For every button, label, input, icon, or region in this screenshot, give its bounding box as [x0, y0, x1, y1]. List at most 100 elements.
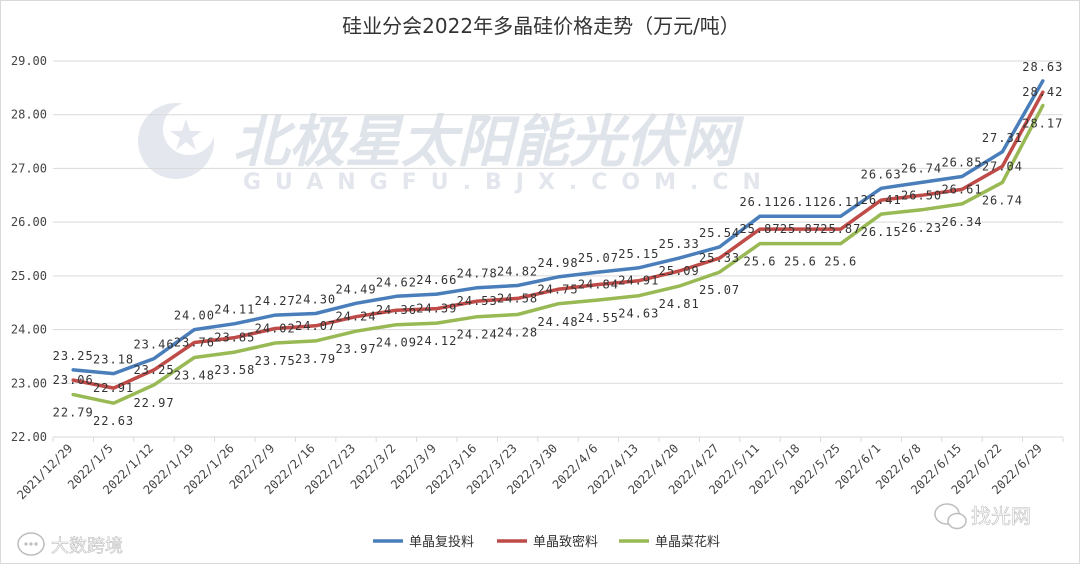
data-label: 26.85 [941, 155, 982, 169]
series-lines [71, 79, 1045, 405]
data-label: 23.48 [174, 369, 215, 383]
y-tick-label: 26.00 [11, 215, 47, 229]
data-label: 24.63 [618, 307, 659, 321]
data-label: 24.55 [578, 311, 619, 325]
series-line-1 [71, 79, 1045, 376]
data-label: 24.62 [376, 275, 417, 289]
data-label: 25.07 [578, 251, 619, 265]
data-label: 23.76 [174, 335, 215, 349]
data-label: 24.48 [537, 315, 578, 329]
data-label: 24.84 [578, 277, 619, 291]
y-tick-label: 25.00 [11, 269, 47, 283]
data-label: 26.15 [861, 225, 902, 239]
data-label: 25.6 [744, 255, 777, 269]
data-label: 26.61 [941, 182, 982, 196]
data-label: 26.63 [861, 167, 902, 181]
data-label: 24.11 [214, 303, 255, 317]
data-label: 25.07 [699, 283, 740, 297]
data-label: 24.27 [255, 294, 296, 308]
data-label: 26.34 [941, 215, 982, 229]
y-tick-label: 22.00 [11, 430, 47, 444]
data-label: 25.87 [820, 222, 861, 236]
data-label: 26.11 [820, 195, 861, 209]
data-label: 23.58 [214, 363, 255, 377]
y-tick-label: 23.00 [11, 376, 47, 390]
data-label: 26.74 [982, 193, 1023, 207]
data-label: 23.25 [53, 349, 94, 363]
data-label: 22.63 [93, 414, 134, 428]
data-label: 25.6 [784, 255, 817, 269]
data-label: 23.85 [214, 331, 255, 345]
data-label: 25.15 [618, 247, 659, 261]
watermark-globe-icon [138, 103, 215, 179]
data-label: 25.6 [824, 255, 857, 269]
data-label: 26.50 [901, 188, 942, 202]
x-tick-label: 2021/12/29 [14, 441, 75, 502]
data-label: 24.00 [174, 309, 215, 323]
data-label: 24.28 [497, 326, 538, 340]
chart-title: 硅业分会2022年多晶硅价格走势（万元/吨） [342, 14, 740, 38]
data-label: 24.91 [618, 274, 659, 288]
data-label: 24.07 [295, 319, 336, 333]
data-label: 24.24 [457, 328, 498, 342]
y-axis: 22.00 23.00 24.00 25.00 26.00 27.00 28.00 29.00 [11, 54, 47, 444]
data-label: 25.09 [659, 264, 700, 278]
watermark-layer: 北极星太阳能光伏网 GUANGFU.BJX.COM.CN [138, 103, 775, 195]
watermark-main-text: 北极星太阳能光伏网 [233, 110, 745, 175]
data-label: 23.25 [133, 363, 174, 377]
data-label: 23.97 [335, 342, 376, 356]
data-label: 26.74 [901, 161, 942, 175]
data-label: 24.53 [457, 294, 498, 308]
data-label: 22.79 [53, 406, 94, 420]
data-label: 23.79 [295, 352, 336, 366]
data-label: 24.24 [335, 310, 376, 324]
data-label: 24.09 [376, 336, 417, 350]
data-label: 22.91 [93, 381, 134, 395]
data-label: 24.30 [295, 292, 336, 306]
data-label: 22.97 [133, 396, 174, 410]
legend: 单晶复投料 单晶致密料 单晶菜花料 [373, 534, 720, 550]
data-label: 26.41 [861, 193, 902, 207]
chat-bubble-icon [17, 532, 45, 556]
bottom-right-watermark: 找光网 [934, 503, 1031, 530]
data-label: 24.78 [457, 267, 498, 281]
data-label: 25.33 [659, 237, 700, 251]
data-label: 24.66 [416, 273, 457, 287]
data-label: 23.18 [93, 353, 134, 367]
y-tick-label: 29.00 [11, 54, 47, 68]
data-label: 26.23 [901, 221, 942, 235]
gridlines [53, 60, 1063, 438]
wechat-icon [934, 503, 967, 530]
legend-label: 单晶复投料 [409, 534, 474, 550]
legend-label: 单晶致密料 [533, 534, 598, 550]
data-label: 27.04 [982, 159, 1023, 173]
data-label: 28.17 [1022, 117, 1063, 131]
data-label: 24.98 [537, 256, 578, 270]
data-label: 24.02 [255, 321, 296, 335]
data-label: 25.87 [780, 222, 821, 236]
bottom-left-watermark: 大数跨境 [17, 532, 123, 557]
watermark-sub-text: GUANGFU.BJX.COM.CN [243, 170, 775, 195]
y-tick-label: 24.00 [11, 323, 47, 337]
data-label: 24.75 [537, 282, 578, 296]
data-label: 27.31 [982, 131, 1023, 145]
data-label: 26.11 [780, 195, 821, 209]
data-label: 24.12 [416, 334, 457, 348]
legend-label: 单晶菜花料 [655, 534, 720, 550]
series-line-2 [71, 90, 1045, 390]
data-label: 28.42 [1022, 85, 1063, 99]
data-label: 24.49 [335, 282, 376, 296]
data-label: 24.39 [416, 302, 457, 316]
bottom-left-watermark-text: 大数跨境 [51, 536, 123, 557]
data-label: 28.63 [1022, 60, 1063, 74]
data-label: 23.06 [53, 373, 94, 387]
data-label: 23.46 [133, 338, 174, 352]
data-label: 24.82 [497, 265, 538, 279]
data-label: 25.33 [699, 251, 740, 265]
data-label: 25.54 [699, 226, 740, 240]
y-tick-label: 28.00 [11, 108, 47, 122]
data-label: 25.87 [739, 222, 780, 236]
